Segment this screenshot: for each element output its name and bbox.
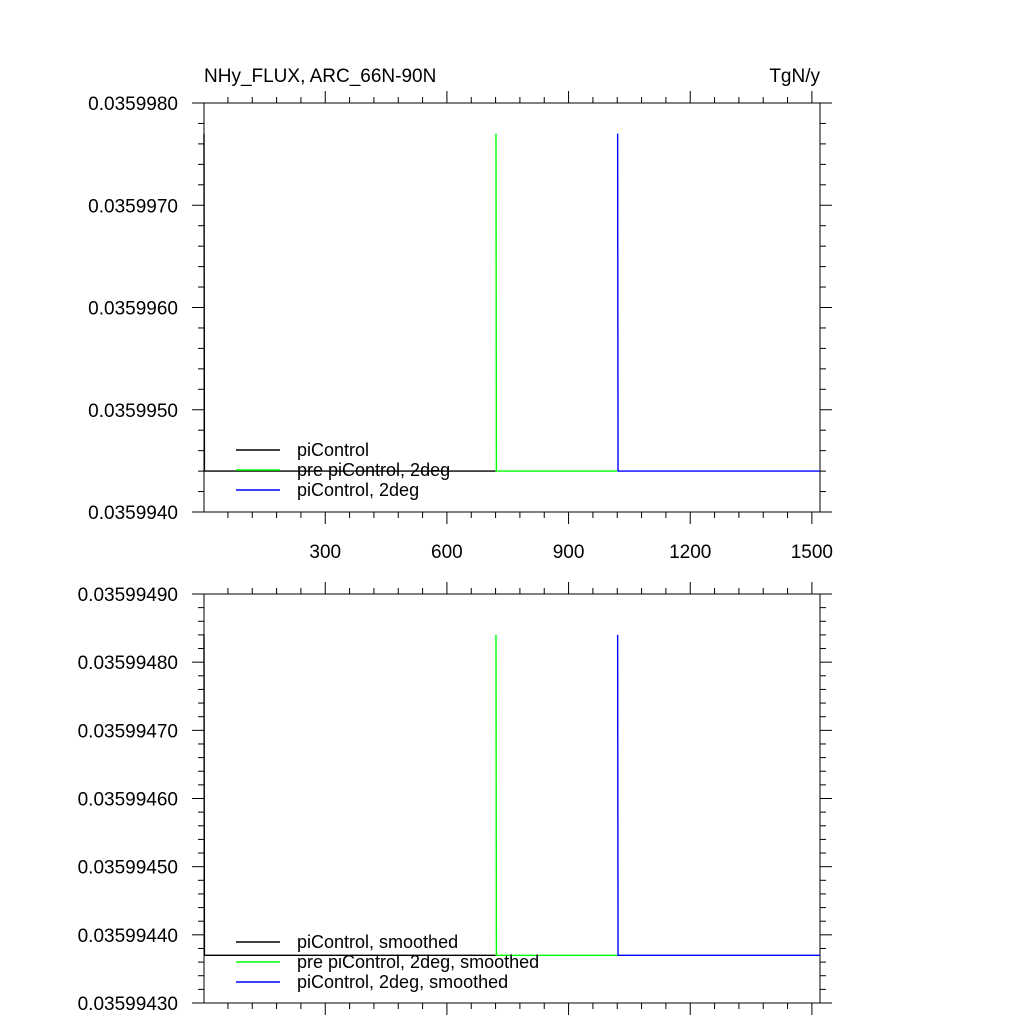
series-line (203, 634, 496, 956)
y-tick-label: 0.0359960 (88, 299, 178, 320)
x-tick-label: 900 (553, 542, 585, 563)
x-tick-label: 1500 (791, 542, 833, 563)
top-panel: 300 600 900 1200 1500 0.0359940 0.0359950 0.035… (88, 91, 833, 563)
bottom-panel: 0.03599430 0.03599440 0.03599450 0.03599460… (78, 582, 832, 1015)
x-tick-label: 1200 (669, 542, 711, 563)
y-tick-label: 0.03599430 (78, 994, 178, 1015)
series-line (616, 133, 820, 472)
chart-title: NHy_FLUX, ARC_66N-90N (204, 66, 436, 87)
series-line (495, 634, 618, 956)
y-tick-label: 0.03599440 (78, 926, 178, 947)
y-tick-label: 0.03599460 (78, 790, 178, 811)
legend-label: piControl, 2deg, smoothed (297, 972, 508, 992)
legend-label: piControl (297, 440, 369, 460)
y-tick-label: 0.03599480 (78, 653, 178, 674)
legend-label: pre piControl, 2deg (297, 460, 450, 480)
x-tick-label: 600 (431, 542, 463, 563)
series-line (203, 133, 496, 472)
series-line (616, 634, 820, 956)
y-tick-label: 0.03599490 (78, 585, 178, 606)
x-tick-label: 300 (309, 542, 341, 563)
legend-label: piControl, smoothed (297, 932, 458, 952)
y-tick-label: 0.03599450 (78, 858, 178, 879)
legend-label: piControl, 2deg (297, 480, 419, 500)
y-tick-label: 0.0359950 (88, 401, 178, 422)
legend-label: pre piControl, 2deg, smoothed (297, 952, 539, 972)
y-tick-label: 0.0359940 (88, 503, 178, 524)
series-line (495, 133, 618, 472)
y-tick-label: 0.0359970 (88, 196, 178, 217)
y-tick-label: 0.03599470 (78, 721, 178, 742)
y-tick-label: 0.0359980 (88, 94, 178, 115)
chart-units: TgN/y (769, 66, 820, 87)
